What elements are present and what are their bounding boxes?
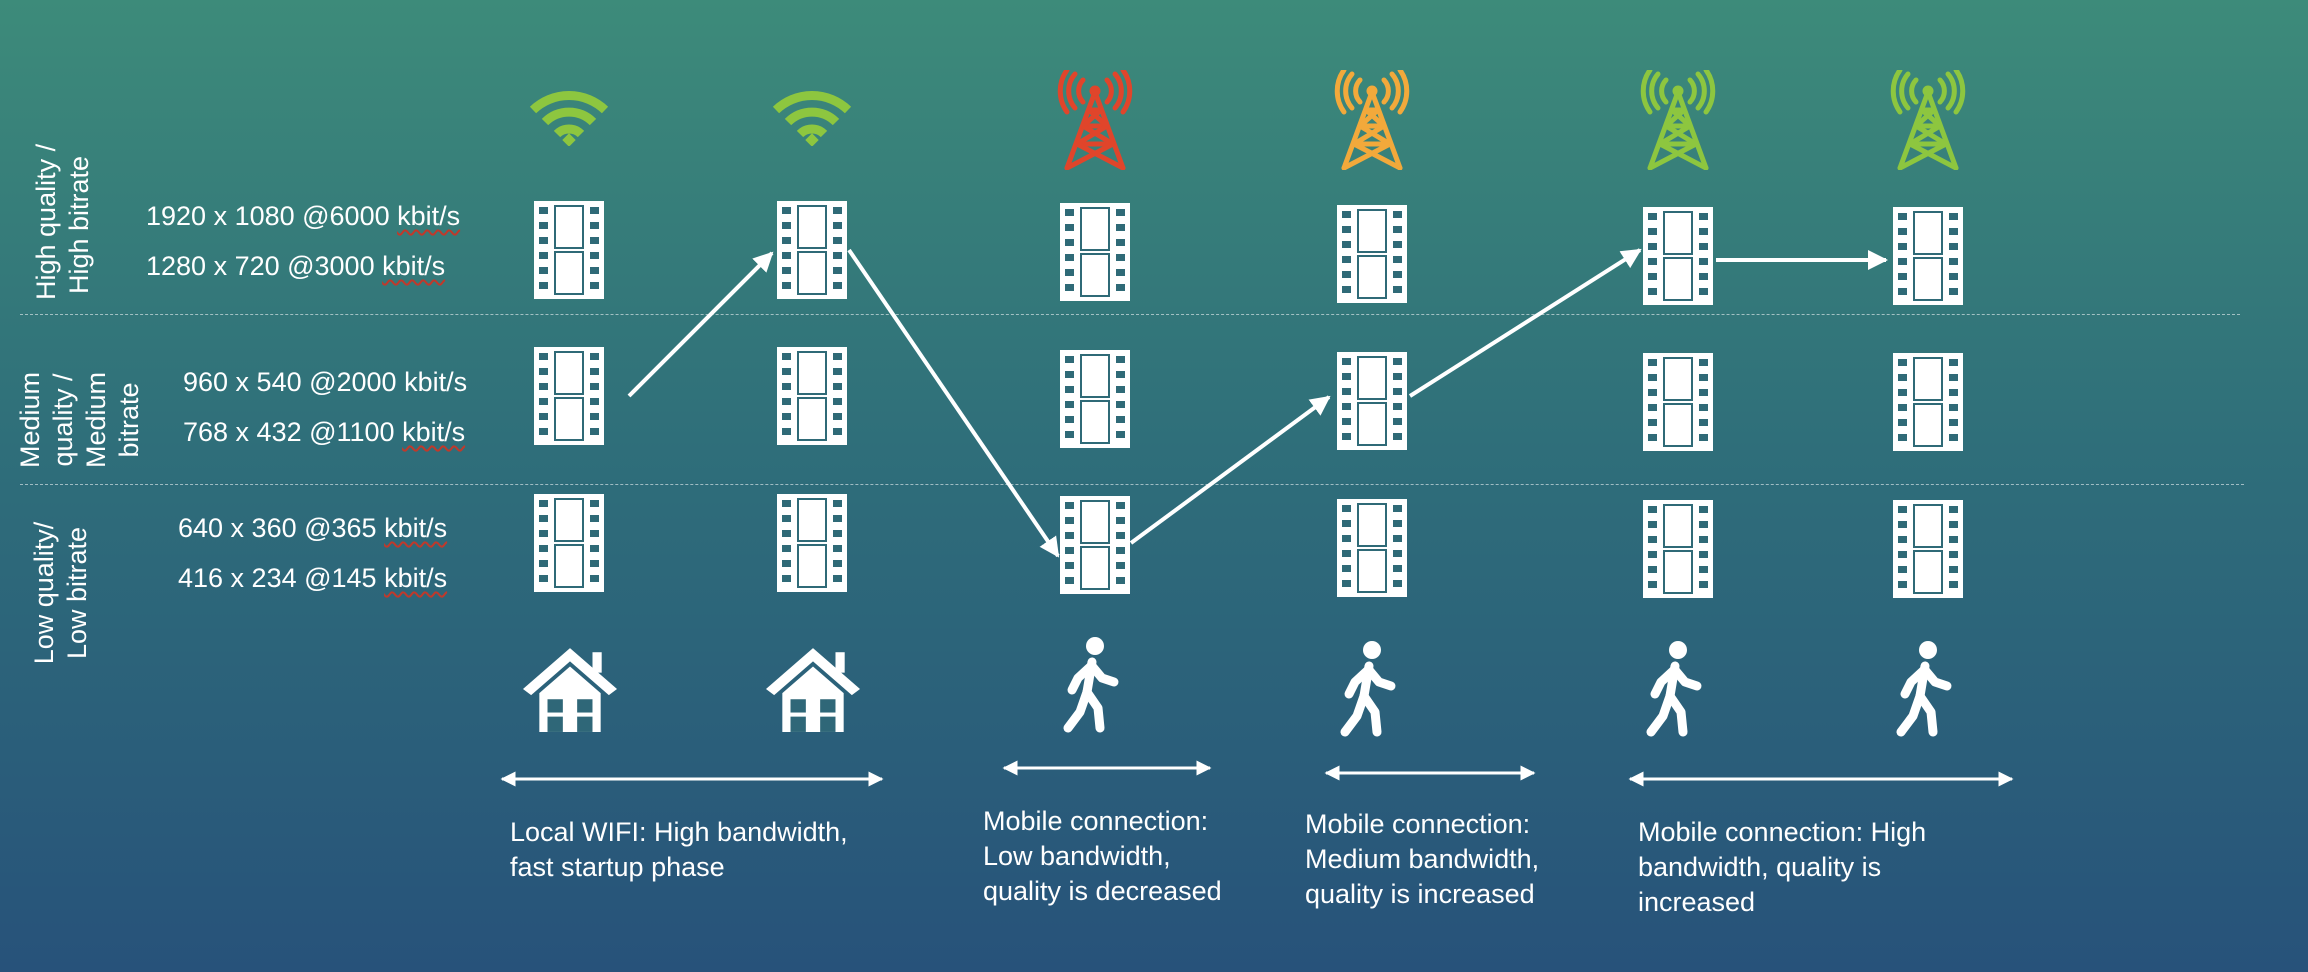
film-segment-icon <box>1337 499 1407 597</box>
bitrate-unit: kbit/s <box>382 251 446 281</box>
switch-arrow-up <box>627 251 774 398</box>
cell-tower-icon <box>1643 70 1713 168</box>
film-segment-icon <box>777 201 847 299</box>
bitrate-text: 1920 x 1080 @6000 <box>146 201 398 231</box>
phase-caption-high: Mobile connection: High bandwidth, quali… <box>1638 815 1926 920</box>
walking-person-icon <box>1651 641 1697 732</box>
film-segment-icon <box>777 347 847 445</box>
bitrate-text: 1280 x 720 @3000 <box>146 251 383 281</box>
walking-person-icon <box>1345 641 1391 732</box>
film-segment-icon <box>1643 207 1713 305</box>
caption-line: quality is decreased <box>983 876 1222 906</box>
phase-caption-medium: Mobile connection: Medium bandwidth, qua… <box>1305 807 1539 912</box>
film-segment-icon <box>1893 207 1963 305</box>
bitrate-432p: 768 x 432 @1100 kbit/s <box>183 416 465 448</box>
phase-caption-wifi: Local WIFI: High bandwidth, fast startup… <box>510 815 848 885</box>
bitrate-1080p: 1920 x 1080 @6000 kbit/s <box>146 200 460 232</box>
film-segment-icon <box>1060 496 1130 594</box>
film-segment-icon <box>1643 353 1713 451</box>
film-segment-icon <box>1893 500 1963 598</box>
switch-arrow-up <box>1129 395 1331 545</box>
bitrate-unit: kbit/s <box>397 201 461 231</box>
quality-switch-path <box>627 248 1888 558</box>
house-icon <box>765 648 861 732</box>
caption-line: Mobile connection: High <box>1638 817 1927 847</box>
band-divider-high-medium <box>20 314 2240 315</box>
cell-tower-icon <box>1893 70 1963 168</box>
caption-line: Mobile connection: <box>1305 809 1531 839</box>
cell-tower-icon <box>1060 70 1130 168</box>
film-segment-icon <box>1060 350 1130 448</box>
bitrate-text: 416 x 234 @145 <box>178 563 385 593</box>
bitrate-720p: 1280 x 720 @3000 kbit/s <box>146 250 445 282</box>
bitrate-unit: kbit/s <box>384 513 448 543</box>
switch-arrow-up <box>1408 248 1642 398</box>
caption-line: fast startup phase <box>510 852 725 882</box>
film-segment-icon <box>1060 203 1130 301</box>
bitrate-unit: kbit/s <box>384 563 448 593</box>
caption-line: quality is increased <box>1305 879 1535 909</box>
film-segment-icon <box>534 347 604 445</box>
band-divider-medium-low <box>20 484 2244 485</box>
bitrate-unit: kbit/s <box>402 417 466 447</box>
caption-line: increased <box>1638 887 1756 917</box>
wifi-icon <box>533 96 605 146</box>
film-segment-icon <box>1893 353 1963 451</box>
switch-arrow-down <box>847 248 1060 558</box>
bitrate-234p: 416 x 234 @145 kbit/s <box>178 562 447 594</box>
phase-caption-low: Mobile connection: Low bandwidth, qualit… <box>983 804 1222 909</box>
walking-person-icon <box>1068 637 1114 728</box>
bitrate-540p: 960 x 540 @2000 kbit/s <box>183 366 467 398</box>
bitrate-360p: 640 x 360 @365 kbit/s <box>178 512 447 544</box>
wifi-icon <box>776 96 848 146</box>
caption-line: bandwidth, quality is <box>1638 852 1882 882</box>
bitrate-text: 768 x 432 @1100 <box>183 417 403 447</box>
film-segment-icon <box>777 494 847 592</box>
caption-line: Medium bandwidth, <box>1305 844 1540 874</box>
bitrate-text: 960 x 540 @2000 kbit/s <box>183 367 468 397</box>
house-icon <box>522 648 618 732</box>
film-segment-icon <box>1337 205 1407 303</box>
cell-tower-icon <box>1337 70 1407 168</box>
film-segment-icon <box>534 201 604 299</box>
bitrate-text: 640 x 360 @365 <box>178 513 385 543</box>
film-segment-icon <box>1643 500 1713 598</box>
caption-line: Local WIFI: High bandwidth, <box>510 817 848 847</box>
walking-person-icon <box>1901 641 1947 732</box>
caption-line: Low bandwidth, <box>983 841 1171 871</box>
film-segment-icon <box>534 494 604 592</box>
film-segment-icon <box>1337 352 1407 450</box>
caption-line: Mobile connection: <box>983 806 1209 836</box>
